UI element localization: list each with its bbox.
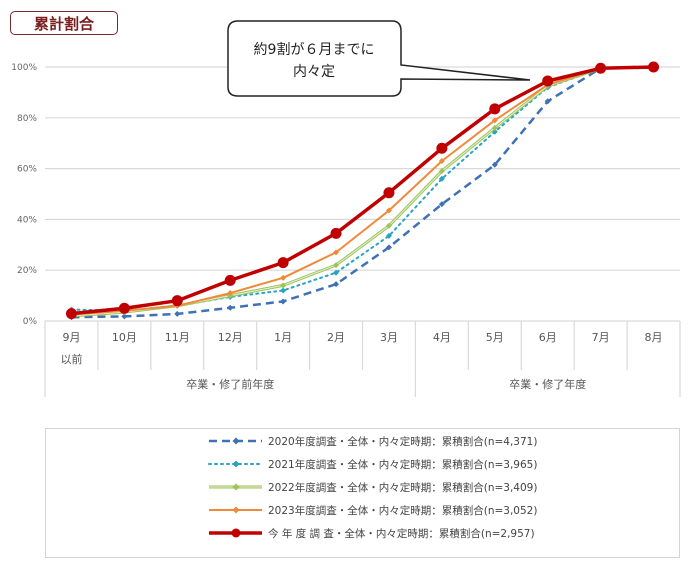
y-tick-label: 0%: [23, 317, 38, 327]
data-point: [232, 506, 240, 514]
data-point: [65, 308, 77, 320]
legend-label: 2023年度調査・全体・内々定時期：累積割合(n=3,052): [268, 504, 537, 517]
series-line: [70, 67, 602, 312]
data-point: [174, 310, 181, 317]
data-point: [489, 103, 501, 115]
legend-item: 2022年度調査・全体・内々定時期：累積割合(n=3,409): [209, 481, 537, 494]
data-point: [277, 257, 289, 269]
data-point: [385, 222, 392, 229]
y-tick-label: 20%: [17, 266, 37, 276]
series-line: [71, 65, 654, 316]
legend-label: 2022年度調査・全体・内々定時期：累積割合(n=3,409): [268, 481, 537, 494]
legend-label: 2021年度調査・全体・内々定時期：累積割合(n=3,965): [268, 458, 537, 471]
data-point: [171, 295, 183, 307]
x-tick-label: 2月: [327, 331, 345, 344]
data-point: [280, 274, 287, 281]
callout-line-1: 約9割が６月までに: [254, 41, 375, 58]
data-point: [491, 124, 498, 131]
title-badge: 累計割合: [10, 11, 118, 35]
data-point: [436, 142, 448, 154]
data-point: [385, 207, 392, 214]
x-tick-label: 6月: [539, 331, 557, 344]
data-point: [438, 175, 445, 182]
callout-bubble: [227, 20, 531, 97]
x-tick-label: 4月: [433, 331, 451, 344]
data-point: [438, 201, 445, 208]
data-point: [385, 232, 392, 239]
data-point: [280, 298, 287, 305]
y-tick-label: 80%: [17, 114, 37, 124]
data-point: [333, 249, 340, 256]
data-point: [595, 62, 607, 74]
x-tick-label: 以前: [60, 352, 82, 366]
x-group-label: 卒業・修了年度: [509, 377, 586, 391]
series-line: [71, 67, 602, 319]
legend-label: 2020年度調査・全体・内々定時期：累積割合(n=4,371): [268, 435, 537, 448]
data-point: [491, 161, 498, 168]
data-point: [542, 75, 554, 87]
x-group-label: 卒業・修了前年度: [186, 377, 274, 391]
data-point: [232, 460, 240, 468]
x-tick-label: 12月: [218, 331, 243, 344]
data-point: [227, 304, 234, 311]
series-4: [65, 61, 660, 320]
data-point: [383, 187, 395, 199]
data-point: [280, 287, 287, 294]
data-point: [333, 281, 340, 288]
data-point: [232, 483, 240, 491]
data-point: [121, 313, 128, 320]
legend-item: 今 年 度 調 査・全体・内々定時期：累積割合(n=2,957): [209, 527, 535, 540]
data-point: [544, 98, 551, 105]
data-point: [438, 168, 445, 175]
data-point: [438, 157, 445, 164]
x-tick-label: 10月: [112, 331, 137, 344]
legend-item: 2023年度調査・全体・内々定時期：累積割合(n=3,052): [209, 504, 537, 517]
data-point: [648, 61, 660, 73]
data-point: [333, 269, 340, 276]
data-point: [227, 290, 234, 297]
x-tick-label: 7月: [592, 331, 610, 344]
data-point: [385, 244, 392, 251]
legend: [45, 428, 680, 558]
y-tick-label: 100%: [11, 63, 37, 73]
callout-line-2: 内々定: [293, 64, 335, 80]
legend-label: 今 年 度 調 査・全体・内々定時期：累積割合(n=2,957): [268, 527, 535, 540]
data-point: [333, 262, 340, 269]
data-point: [118, 302, 130, 314]
y-tick-label: 60%: [17, 165, 37, 175]
x-tick-label: 8月: [645, 331, 663, 344]
x-tick-label: 9月: [62, 331, 80, 344]
x-tick-label: 5月: [486, 331, 504, 344]
data-point: [232, 437, 240, 445]
x-tick-label: 1月: [274, 331, 292, 344]
data-point: [231, 528, 241, 538]
data-point: [491, 117, 498, 124]
data-point: [330, 227, 342, 239]
x-tick-label: 3月: [380, 331, 398, 344]
legend-item: 2020年度調査・全体・内々定時期：累積割合(n=4,371): [209, 435, 537, 448]
y-tick-label: 40%: [17, 215, 37, 225]
x-tick-label: 11月: [165, 331, 190, 344]
data-point: [224, 274, 236, 286]
legend-item: 2021年度調査・全体・内々定時期：累積割合(n=3,965): [208, 458, 537, 471]
data-point: [280, 282, 287, 289]
